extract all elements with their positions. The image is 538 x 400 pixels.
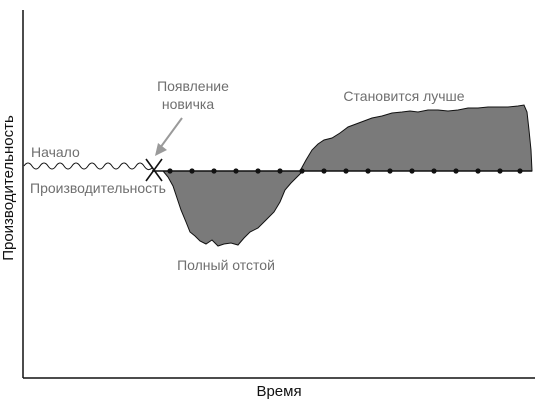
- start-wavy-line: [23, 162, 153, 171]
- baseline-dot: [211, 168, 217, 174]
- baseline-dot: [255, 168, 261, 174]
- dip-region: [161, 170, 305, 247]
- start-label: Начало: [31, 144, 80, 160]
- y-axis-label: Производительность: [0, 115, 17, 261]
- baseline-dot: [409, 168, 415, 174]
- baseline-dot: [365, 168, 371, 174]
- baseline-label: Производительность: [30, 180, 166, 196]
- total-mess-label: Полный отстой: [177, 257, 275, 273]
- x-axis-label: Время: [256, 383, 301, 400]
- baseline-dot: [475, 168, 481, 174]
- baseline-dot: [431, 168, 437, 174]
- baseline-dot: [277, 168, 283, 174]
- baseline-dot: [497, 168, 503, 174]
- baseline-dot: [299, 168, 305, 174]
- baseline-dots: [167, 168, 523, 174]
- baseline-dot: [233, 168, 239, 174]
- baseline-dot: [189, 168, 195, 174]
- newcomer-arrow: [155, 117, 183, 156]
- baseline-dot: [387, 168, 393, 174]
- baseline-dot: [321, 168, 327, 174]
- newcomer-label-line2: новичка: [162, 96, 215, 112]
- baseline-dot: [517, 168, 523, 174]
- newcomer-x-mark: [145, 158, 163, 182]
- getting-better-label: Становится лучше: [343, 88, 464, 104]
- improvement-region: [299, 104, 533, 172]
- newcomer-label-line1: Появление: [157, 78, 229, 94]
- baseline-dot: [343, 168, 349, 174]
- baseline-dot: [167, 168, 173, 174]
- baseline-dot: [453, 168, 459, 174]
